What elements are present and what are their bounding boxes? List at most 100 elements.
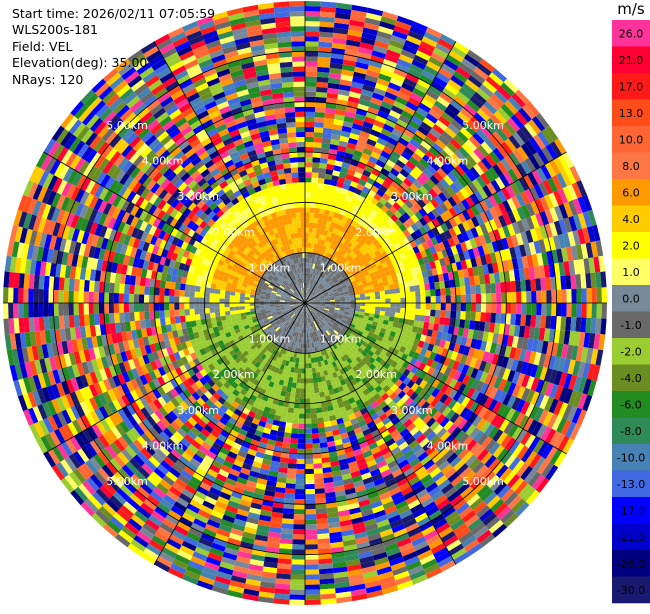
velocity-gate bbox=[471, 303, 476, 312]
velocity-gate bbox=[298, 424, 305, 429]
velocity-gate bbox=[308, 238, 312, 243]
velocity-gate bbox=[305, 222, 309, 227]
velocity-gate bbox=[305, 353, 308, 358]
velocity-gate bbox=[305, 549, 318, 554]
velocity-gate bbox=[380, 299, 385, 303]
velocity-gate bbox=[309, 373, 313, 378]
velocity-gate bbox=[305, 87, 316, 92]
velocity-gate bbox=[305, 564, 319, 569]
velocity-gate bbox=[476, 303, 481, 312]
velocity-gate bbox=[290, 579, 305, 584]
velocity-gate bbox=[309, 383, 314, 388]
velocity-gate bbox=[475, 312, 481, 321]
velocity-gate bbox=[292, 383, 297, 389]
velocity-gate bbox=[305, 26, 319, 31]
velocity-gate bbox=[561, 303, 566, 317]
velocity-gate bbox=[440, 288, 446, 296]
velocity-gate bbox=[394, 288, 400, 293]
velocity-gate bbox=[305, 534, 317, 539]
velocity-gate bbox=[305, 157, 313, 162]
velocity-gate bbox=[322, 406, 328, 412]
velocity-gate bbox=[370, 303, 375, 307]
velocity-gate bbox=[305, 479, 314, 484]
velocity-gate bbox=[317, 523, 329, 529]
velocity-gate bbox=[466, 303, 471, 312]
velocity-gate bbox=[385, 303, 390, 307]
velocity-gate bbox=[390, 307, 395, 312]
velocity-gate bbox=[305, 97, 316, 102]
velocity-gate bbox=[430, 310, 436, 317]
velocity-gate bbox=[305, 414, 311, 419]
velocity-gate bbox=[421, 297, 426, 303]
velocity-gate bbox=[299, 409, 305, 414]
velocity-gate bbox=[516, 303, 521, 314]
velocity-gate bbox=[444, 318, 450, 326]
velocity-gate bbox=[293, 534, 305, 539]
velocity-gate bbox=[290, 443, 298, 449]
velocity-gate bbox=[280, 533, 293, 539]
velocity-gate bbox=[316, 87, 328, 93]
velocity-gate bbox=[291, 574, 305, 579]
velocity-gate bbox=[409, 314, 415, 320]
velocity-gate bbox=[510, 281, 516, 292]
velocity-gate bbox=[311, 423, 318, 429]
velocity-gate bbox=[305, 46, 318, 51]
velocity-gate bbox=[305, 71, 317, 76]
velocity-gate bbox=[305, 590, 320, 595]
velocity-gate bbox=[310, 208, 315, 213]
velocity-gate bbox=[424, 316, 430, 323]
velocity-gate bbox=[401, 298, 406, 303]
velocity-gate bbox=[490, 283, 496, 293]
velocity-gate bbox=[305, 559, 319, 564]
velocity-gate bbox=[521, 303, 526, 315]
velocity-gate bbox=[317, 412, 324, 418]
velocity-gate bbox=[318, 422, 325, 428]
velocity-gate bbox=[531, 303, 536, 315]
velocity-gate bbox=[446, 295, 451, 303]
velocity-gate bbox=[295, 484, 305, 489]
velocity-gate bbox=[294, 509, 305, 514]
velocity-gate bbox=[480, 284, 486, 294]
velocity-gate bbox=[305, 142, 313, 147]
velocity-gate bbox=[296, 464, 305, 469]
velocity-gate bbox=[545, 316, 551, 329]
velocity-gate bbox=[296, 388, 301, 393]
velocity-gate bbox=[315, 112, 325, 118]
velocity-gate bbox=[313, 142, 322, 148]
velocity-gate bbox=[530, 315, 536, 327]
velocity-gate bbox=[317, 528, 329, 534]
velocity-gate bbox=[293, 524, 305, 529]
velocity-gate bbox=[305, 228, 309, 233]
velocity-gate bbox=[305, 172, 312, 177]
velocity-gate bbox=[435, 310, 441, 317]
velocity-gate bbox=[365, 303, 370, 306]
velocity-gate bbox=[486, 293, 491, 303]
velocity-gate bbox=[286, 478, 296, 484]
velocity-gate bbox=[315, 107, 326, 113]
velocity-gate bbox=[314, 127, 323, 133]
velocity-gate bbox=[430, 289, 436, 296]
velocity-gate bbox=[290, 438, 298, 444]
velocity-gate bbox=[566, 303, 571, 317]
velocity-gate bbox=[318, 427, 325, 433]
velocity-gate bbox=[305, 92, 316, 97]
velocity-gate bbox=[291, 564, 305, 569]
velocity-gate bbox=[292, 378, 297, 384]
velocity-gate bbox=[385, 311, 391, 316]
velocity-gate bbox=[385, 294, 390, 299]
velocity-gate bbox=[305, 21, 320, 26]
velocity-gate bbox=[294, 514, 305, 519]
velocity-gate bbox=[380, 290, 386, 295]
velocity-gate bbox=[290, 584, 305, 589]
velocity-gate bbox=[581, 288, 586, 303]
velocity-gate bbox=[560, 276, 566, 290]
velocity-gate bbox=[305, 243, 308, 248]
velocity-gate bbox=[298, 439, 305, 444]
velocity-gate bbox=[293, 519, 305, 524]
velocity-gate bbox=[308, 368, 312, 373]
velocity-gate bbox=[308, 363, 312, 368]
velocity-gate bbox=[312, 373, 316, 378]
velocity-gate bbox=[466, 294, 471, 303]
velocity-gate bbox=[289, 595, 305, 600]
velocity-gate bbox=[360, 306, 365, 309]
